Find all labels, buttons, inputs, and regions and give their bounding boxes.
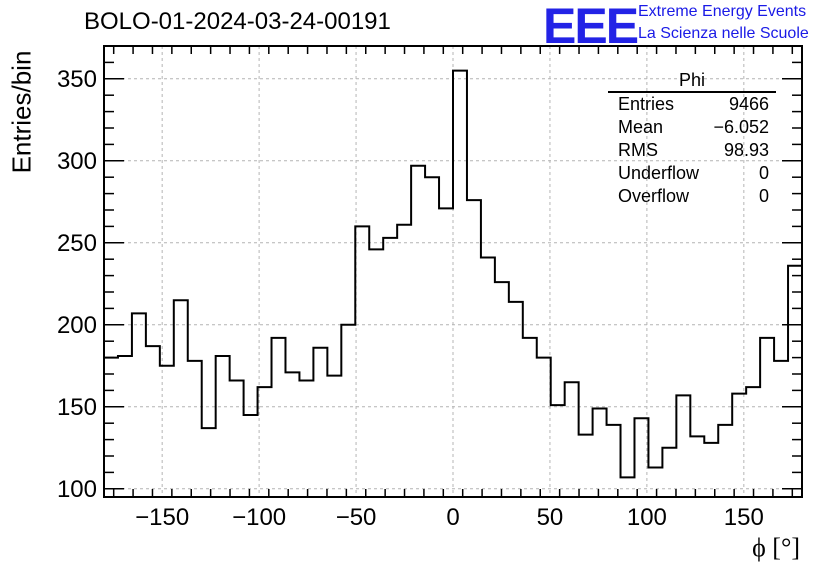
y-tick-label: 200: [57, 312, 97, 339]
stats-row-mean: Mean −6.052: [608, 116, 776, 139]
stats-label: Mean: [618, 117, 664, 137]
eee-logo: EEE: [543, 0, 639, 54]
stats-value: 0: [758, 186, 769, 206]
y-tick-label: 100: [57, 476, 97, 503]
stats-value: 9466: [728, 94, 769, 114]
x-axis-label: ϕ [°]: [752, 533, 800, 562]
y-axis-label: Entries/bin: [6, 50, 37, 174]
plot-frame: [103, 45, 803, 498]
stats-label: RMS: [618, 140, 658, 160]
histogram-series-line: [104, 69, 802, 479]
stats-label: Underflow: [618, 163, 700, 183]
stats-value: 0: [758, 163, 769, 183]
stats-row-entries: Entries 9466: [608, 93, 776, 116]
stats-box: Phi Entries 9466 Mean −6.052 RMS 98.93 U…: [608, 70, 776, 208]
x-tick-label: −100: [232, 504, 286, 531]
stats-label: Overflow: [618, 186, 690, 206]
chart-title: BOLO-01-2024-03-24-00191: [84, 8, 391, 35]
stats-row-rms: RMS 98.93: [608, 139, 776, 162]
x-tick-label: 100: [627, 504, 667, 531]
y-tick-label: 250: [57, 230, 97, 257]
stats-value: −6.052: [713, 117, 769, 137]
y-tick-label: 300: [57, 148, 97, 175]
logo-caption-line1: Extreme Energy Events: [638, 3, 807, 20]
x-tick-label: −150: [135, 504, 189, 531]
stats-value: 98.93: [723, 140, 769, 160]
axis-tick-labels: −150 −100 −50 0 50 100 150 100 150 200 250 300 350: [57, 66, 764, 531]
y-tick-label: 350: [57, 66, 97, 93]
x-tick-label: −50: [336, 504, 377, 531]
axis-ticks: [104, 46, 802, 497]
x-tick-label: 50: [537, 504, 564, 531]
x-tick-label: 150: [724, 504, 764, 531]
stats-row-overflow: Overflow 0: [608, 185, 776, 208]
x-tick-label: 0: [446, 504, 459, 531]
stats-title: Phi: [608, 70, 776, 93]
stats-label: Entries: [618, 94, 675, 114]
logo-caption-line2: La Scienza nelle Scuole: [638, 25, 809, 42]
y-tick-label: 150: [57, 394, 97, 421]
stats-row-underflow: Underflow 0: [608, 162, 776, 185]
